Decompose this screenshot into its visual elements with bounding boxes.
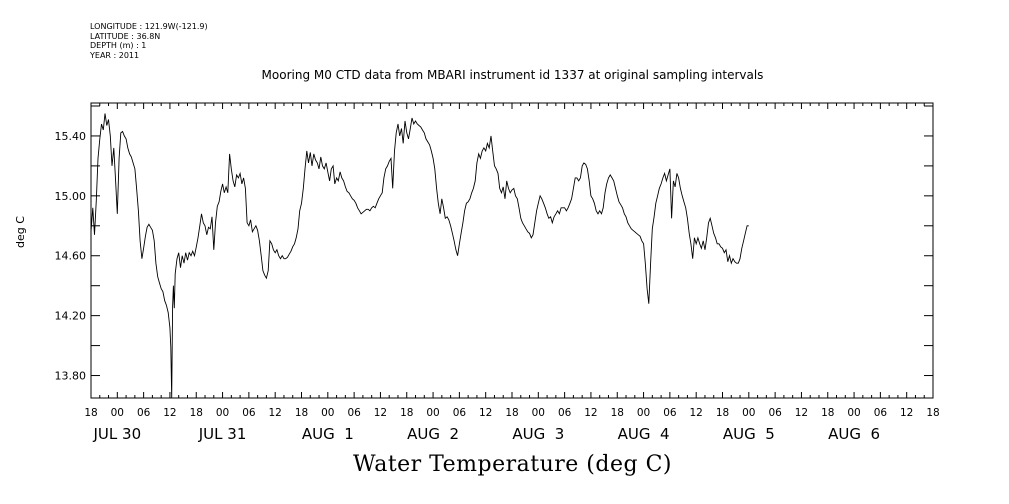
x-hour-tick-label: 18: [295, 407, 308, 419]
x-hour-tick-label: 06: [453, 407, 467, 419]
x-hour-tick-label: 00: [637, 407, 650, 419]
x-hour-tick-label: 18: [190, 407, 203, 419]
x-day-label: AUG 5: [723, 425, 775, 443]
latitude-text: LATITUDE : 36.8N: [90, 31, 161, 41]
x-hour-tick-label: 12: [269, 407, 282, 419]
y-tick-label: 15.40: [55, 130, 87, 143]
x-hour-tick-label: 00: [532, 407, 545, 419]
x-day-label: AUG 6: [828, 425, 880, 443]
x-hour-tick-label: 06: [558, 407, 572, 419]
x-hour-tick-label: 18: [400, 407, 413, 419]
x-hour-tick-label: 12: [795, 407, 808, 419]
x-hour-tick-label: 00: [426, 407, 439, 419]
axis-ticks: [90, 103, 934, 398]
y-tick-label: 14.20: [55, 310, 87, 323]
x-day-label: JUL 30: [93, 425, 142, 443]
temperature-series-line: [90, 113, 749, 399]
x-hour-tick-label: 18: [716, 407, 729, 419]
x-hour-tick-label: 18: [505, 407, 518, 419]
y-tick-label: 15.00: [55, 190, 87, 203]
x-tick-labels: 18 00 06 12 18 00 06 12 18 00 06 12 18 00 06 12 18 00 06 12…: [84, 407, 939, 443]
depth-text: DEPTH (m) : 1: [90, 41, 147, 51]
x-hour-tick-label: 06: [663, 407, 677, 419]
x-day-label: AUG 1: [302, 425, 354, 443]
x-hour-tick-label: 18: [84, 407, 97, 419]
y-tick-label: 13.80: [55, 370, 87, 383]
x-hour-tick-label: 00: [742, 407, 755, 419]
x-hour-tick-label: 00: [321, 407, 334, 419]
x-hour-tick-label: 12: [163, 407, 176, 419]
x-hour-tick-label: 00: [111, 407, 124, 419]
x-hour-tick-label: 06: [347, 407, 361, 419]
plot-axes: [90, 102, 934, 399]
x-hour-tick-label: 12: [900, 407, 913, 419]
longitude-text: LONGITUDE : 121.9W(-121.9): [90, 22, 208, 31]
x-hour-tick-label: 06: [137, 407, 151, 419]
x-day-label: AUG 3: [512, 425, 564, 443]
x-hour-tick-label: 06: [242, 407, 256, 419]
x-hour-tick-label: 06: [768, 407, 782, 419]
y-tick-label: 14.60: [55, 250, 87, 263]
chart-title: Mooring M0 CTD data from MBARI instrumen…: [261, 68, 764, 82]
x-hour-tick-label: 18: [611, 407, 624, 419]
station-metadata: LONGITUDE : 121.9W(-121.9) LATITUDE : 36…: [90, 22, 208, 60]
plot-frame: [90, 102, 934, 399]
x-hour-tick-label: 06: [874, 407, 888, 419]
y-tick-labels: 15.40 15.00 14.60 14.20 13.80: [55, 130, 87, 383]
year-text: YEAR : 2011: [90, 50, 140, 60]
x-hour-tick-label: 12: [690, 407, 703, 419]
x-day-label: AUG 4: [618, 425, 670, 443]
x-hour-tick-label: 12: [584, 407, 597, 419]
x-hour-tick-label: 12: [479, 407, 492, 419]
x-hour-tick-label: 00: [216, 407, 229, 419]
x-hour-tick-label: 18: [926, 407, 939, 419]
x-hour-tick-label: 18: [821, 407, 834, 419]
x-day-label: AUG 2: [407, 425, 459, 443]
x-day-label: JUL 31: [198, 425, 247, 443]
x-hour-tick-label: 00: [847, 407, 860, 419]
x-hour-tick-label: 12: [374, 407, 387, 419]
x-axis-label: Water Temperature (deg C): [353, 452, 672, 477]
